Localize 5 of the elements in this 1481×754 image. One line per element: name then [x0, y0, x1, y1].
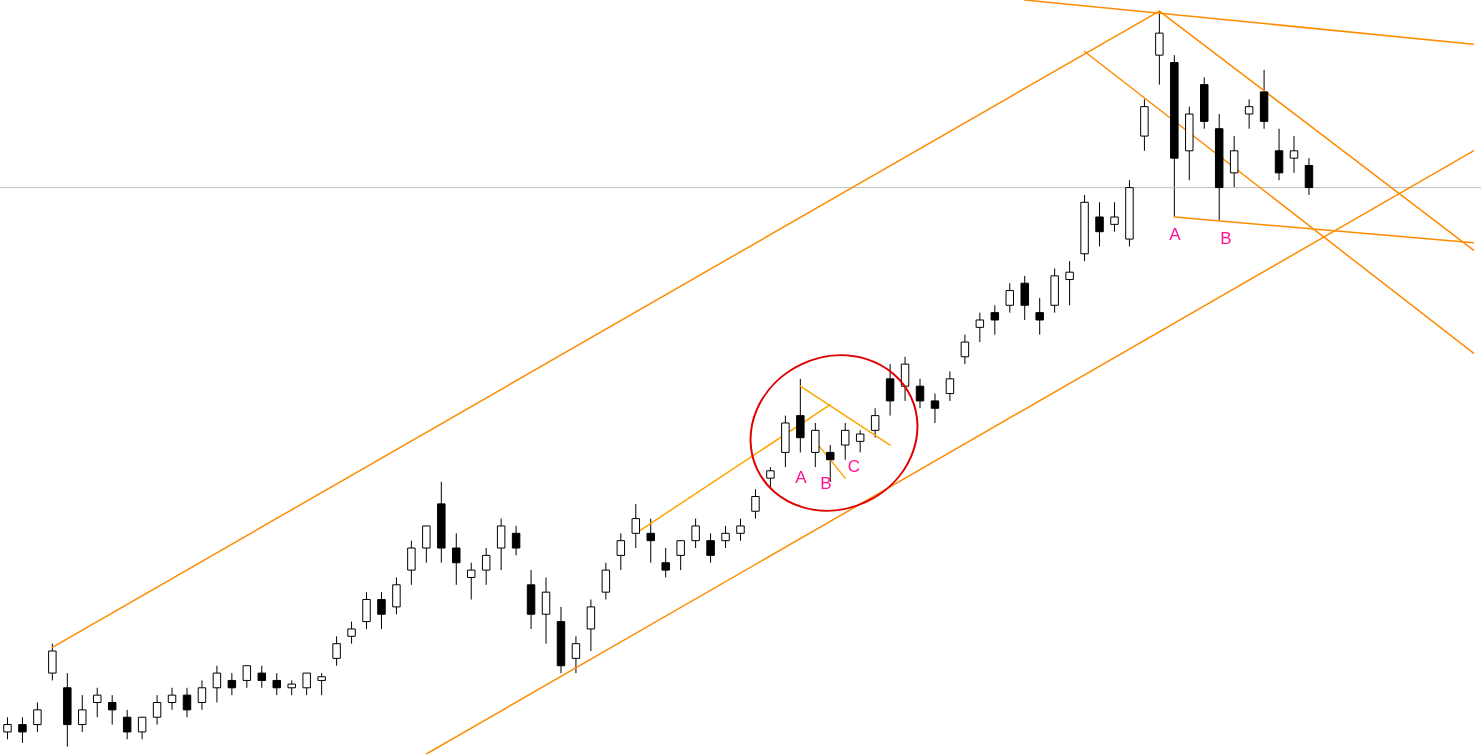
- annotation: C: [847, 457, 861, 476]
- annotation: B: [1220, 229, 1232, 248]
- annotation: A: [795, 468, 808, 487]
- annotation: A: [1169, 225, 1182, 244]
- annotation: B: [820, 474, 832, 493]
